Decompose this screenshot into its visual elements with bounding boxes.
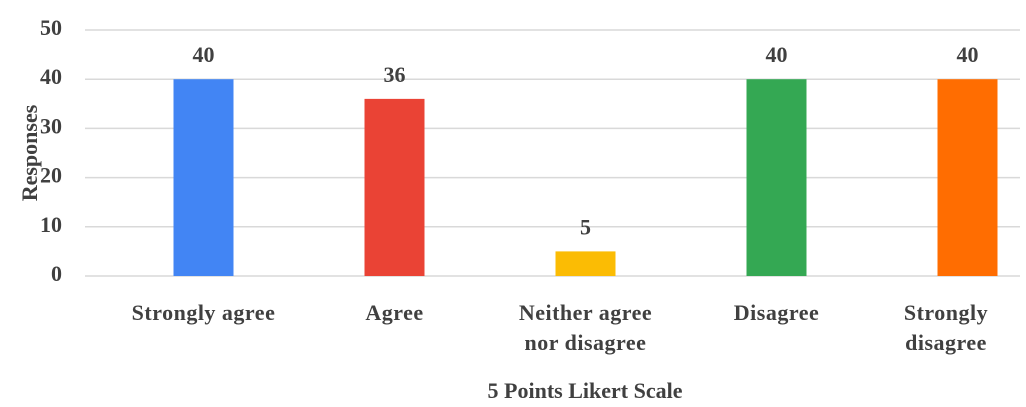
data-label: 40 xyxy=(766,42,788,67)
bar xyxy=(173,79,234,276)
y-tick-label: 30 xyxy=(40,113,62,138)
x-tick-label: Strongly disagree xyxy=(903,300,989,355)
bar xyxy=(746,79,807,276)
y-tick-label: 40 xyxy=(40,64,62,89)
data-label: 40 xyxy=(957,42,979,67)
x-axis-title: 5 Points Likert Scale xyxy=(488,378,683,403)
data-label: 5 xyxy=(580,214,591,239)
bar xyxy=(555,251,616,276)
bar xyxy=(937,79,998,276)
y-tick-label: 20 xyxy=(40,163,62,188)
x-tick-label: Agree xyxy=(365,300,424,325)
y-tick-label: 10 xyxy=(40,212,62,237)
y-tick-label: 0 xyxy=(51,261,62,286)
x-tick-label: Strongly agree xyxy=(131,300,276,325)
data-label: 40 xyxy=(193,42,215,67)
data-label: 36 xyxy=(384,62,406,87)
x-tick-label: Disagree xyxy=(733,300,820,325)
y-axis-title: Responses xyxy=(17,104,42,201)
y-tick-label: 50 xyxy=(40,15,62,40)
bar xyxy=(364,98,425,276)
x-tick-label: Neither agree nor disagree xyxy=(518,300,653,355)
